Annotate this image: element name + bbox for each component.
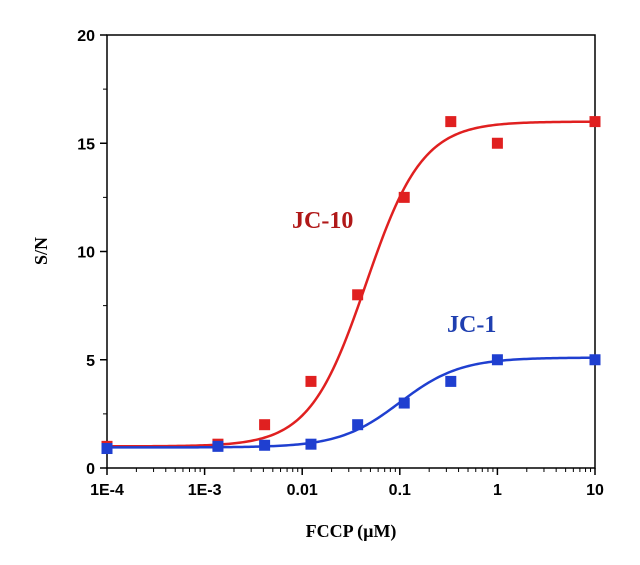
data-point-jc1 bbox=[305, 438, 317, 450]
data-point-jc10 bbox=[352, 289, 364, 301]
series-label-jc1: JC-1 bbox=[447, 312, 496, 338]
y-tick-label: 5 bbox=[86, 353, 95, 370]
x-tick-label: 1E-4 bbox=[90, 482, 124, 499]
y-axis: 0 5 10 15 20 bbox=[77, 28, 107, 478]
plot-border bbox=[106, 34, 596, 469]
x-tick-label: 10 bbox=[586, 482, 604, 499]
x-tick-label: 1E-3 bbox=[188, 482, 222, 499]
y-tick-label: 0 bbox=[86, 461, 95, 478]
data-point-jc1 bbox=[212, 440, 224, 452]
y-tick-label: 20 bbox=[77, 28, 95, 45]
x-axis: 1E-4 1E-3 0.01 0.1 1 10 bbox=[90, 468, 604, 499]
data-points bbox=[101, 116, 601, 455]
data-point-jc1 bbox=[491, 354, 503, 366]
fit-curve-jc1 bbox=[107, 356, 596, 449]
data-point-jc10 bbox=[398, 191, 410, 203]
data-point-jc10 bbox=[491, 137, 503, 149]
data-point-jc10 bbox=[305, 375, 317, 387]
y-tick-label: 10 bbox=[77, 245, 95, 262]
series-label-jc10: JC-10 bbox=[292, 208, 353, 234]
fit-curve-jc10 bbox=[106, 120, 596, 448]
plot-frame bbox=[106, 34, 596, 469]
x-axis-label: FCCP (µM) bbox=[306, 521, 397, 542]
x-tick-label: 1 bbox=[493, 482, 502, 499]
fit-curves bbox=[106, 120, 596, 449]
data-point-jc10 bbox=[589, 116, 601, 128]
data-point-jc1 bbox=[352, 419, 364, 431]
x-tick-label: 0.1 bbox=[389, 482, 411, 499]
data-point-jc1 bbox=[589, 354, 601, 366]
data-point-jc10 bbox=[259, 419, 271, 431]
data-point-jc1 bbox=[445, 375, 457, 387]
x-tick-label: 0.01 bbox=[287, 482, 318, 499]
data-point-jc1 bbox=[398, 397, 410, 409]
data-point-jc10 bbox=[445, 116, 457, 128]
y-tick-label: 15 bbox=[77, 136, 95, 153]
data-point-jc1 bbox=[101, 443, 113, 455]
data-point-jc1 bbox=[259, 439, 271, 451]
y-axis-label: S/N bbox=[31, 237, 51, 265]
